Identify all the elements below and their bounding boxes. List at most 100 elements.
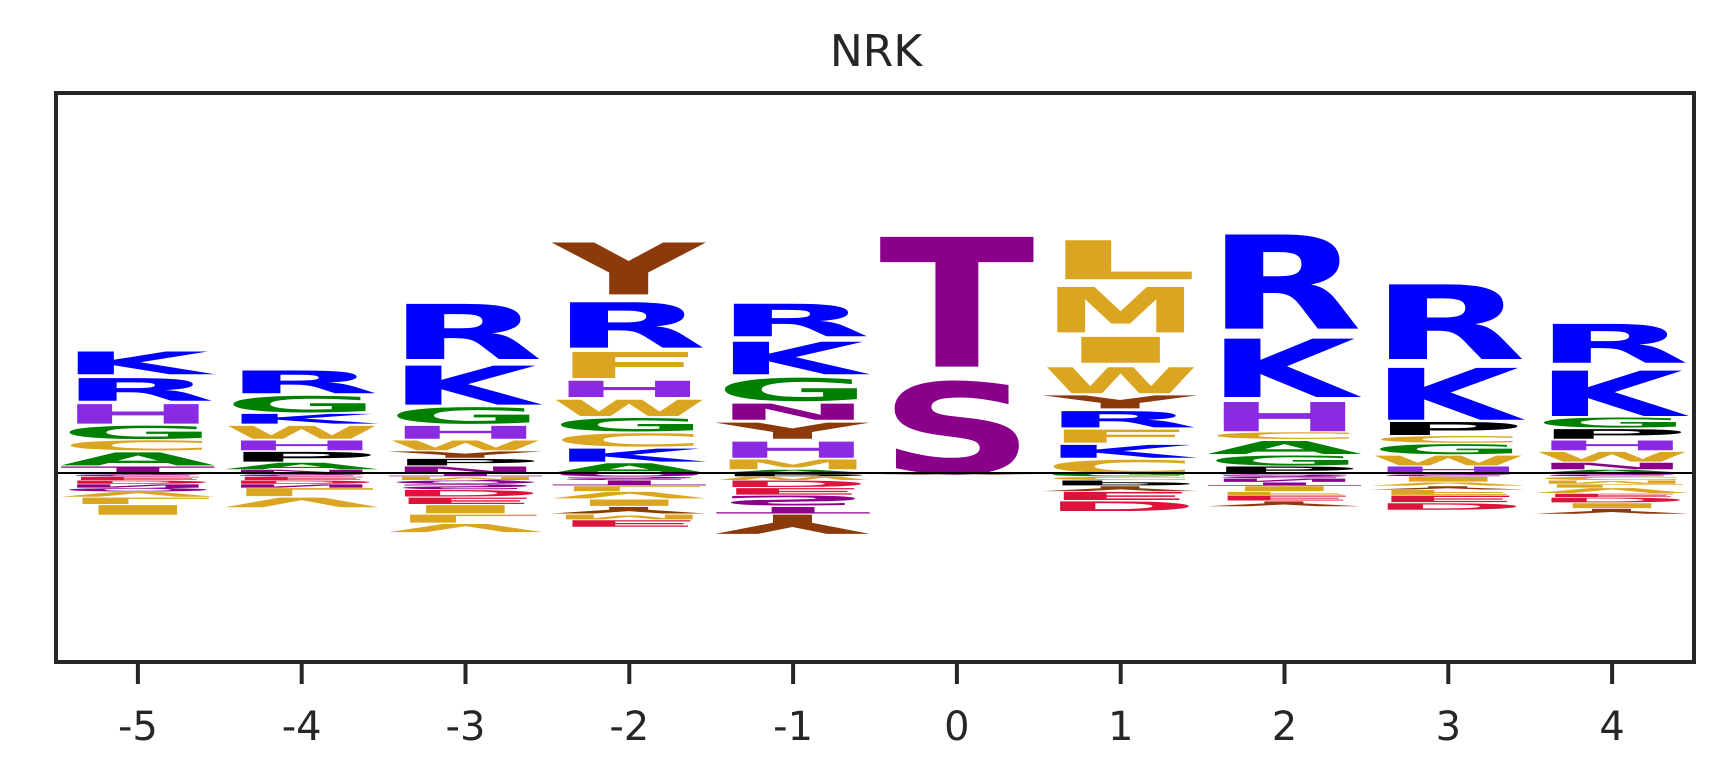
- glyph-pos-7-4: H: [1207, 394, 1363, 441]
- glyph-neg-4-0: P: [715, 472, 871, 477]
- glyph-pos-6-6: I: [1043, 330, 1199, 371]
- glyph-neg-2-3: S: [388, 483, 544, 491]
- glyph-neg-3-5: I: [551, 497, 707, 507]
- glyph-pos-4-5: G: [715, 372, 871, 408]
- glyph-pos-9-3: H: [1534, 438, 1690, 453]
- glyph-pos-6-8: L: [1043, 230, 1199, 292]
- glyph-neg-3-3: L: [551, 485, 707, 493]
- glyph-neg-8-5: E: [1370, 494, 1526, 504]
- glyph-pos-3-2: C: [551, 430, 707, 451]
- glyph-pos-4-2: H: [715, 437, 871, 463]
- glyph-neg-2-5: E: [388, 495, 544, 505]
- glyph-pos-8-2: G: [1370, 442, 1526, 458]
- glyph-pos-8-1: W: [1370, 453, 1526, 469]
- glyph-neg-0-7: I: [60, 502, 216, 517]
- glyph-pos-8-6: R: [1370, 264, 1526, 383]
- glyph-pos-7-5: K: [1207, 322, 1362, 416]
- x-tick-label: 2: [1272, 704, 1297, 750]
- glyph-pos-9-1: N: [1534, 461, 1690, 471]
- glyph-pos-3-4: W: [551, 395, 707, 421]
- glyph-pos-0-0: T: [60, 465, 216, 475]
- glyph-pos-3-8: Y: [551, 228, 706, 311]
- glyph-pos-2-6: K: [388, 355, 543, 417]
- x-tick-label: -3: [446, 704, 486, 750]
- logo-glyphs: TACGHRKSEDNQVLINAPHWKGRSEDNLVNPYWHGKRTMQ…: [60, 202, 1690, 539]
- glyph-neg-9-3: L: [1534, 483, 1690, 488]
- glyph-pos-1-4: W: [224, 422, 380, 443]
- x-tick-label: -5: [118, 704, 158, 750]
- glyph-pos-9-2: W: [1534, 449, 1690, 465]
- glyph-pos-2-5: G: [388, 403, 544, 429]
- glyph-neg-9-5: E: [1534, 493, 1690, 498]
- glyph-pos-4-7: R: [715, 295, 871, 347]
- glyph-pos-8-3: C: [1370, 434, 1526, 444]
- glyph-pos-7-1: G: [1207, 453, 1363, 469]
- glyph-pos-3-6: F: [551, 345, 707, 386]
- glyph-neg-2-8: V: [388, 521, 544, 534]
- glyph-neg-8-1: I: [1370, 475, 1526, 483]
- glyph-neg-1-5: V: [224, 494, 380, 509]
- glyph-pos-6-4: Y: [1042, 392, 1198, 413]
- glyph-pos-4-0: A: [715, 469, 871, 474]
- glyph-pos-1-0: N: [224, 469, 380, 474]
- glyph-pos-9-6: K: [1534, 358, 1689, 431]
- glyph-pos-2-3: W: [388, 438, 544, 454]
- plot-frame: [54, 91, 1696, 664]
- glyph-pos-0-2: C: [60, 438, 216, 453]
- glyph-pos-4-6: K: [715, 333, 871, 385]
- glyph-neg-4-2: D: [715, 478, 871, 488]
- glyph-neg-8-4: F: [1370, 488, 1526, 496]
- glyph-pos-6-2: F: [1043, 426, 1199, 447]
- glyph-neg-1-2: D: [224, 479, 380, 484]
- glyph-neg-6-1: C: [1043, 476, 1199, 481]
- glyph-neg-8-6: D: [1370, 501, 1526, 511]
- glyph-neg-8-2: V: [1370, 481, 1526, 486]
- glyph-pos-2-0: N: [388, 465, 544, 475]
- glyph-neg-6-3: Y: [1042, 485, 1197, 493]
- chart-title: NRK: [830, 26, 923, 77]
- x-tick-label: -2: [609, 704, 649, 750]
- x-axis-ticks: -5 -4 -3 -2 -1 0 1 2 3 4: [118, 662, 1625, 750]
- x-tick-label: -4: [282, 704, 322, 750]
- glyph-pos-0-6: K: [60, 345, 215, 381]
- glyph-neg-0-4: Q: [60, 487, 216, 492]
- glyph-pos-0-5: R: [60, 372, 216, 408]
- glyph-neg-6-0: G: [1043, 472, 1199, 477]
- x-tick-label: 4: [1599, 704, 1624, 750]
- glyph-neg-4-5: T: [715, 505, 871, 515]
- glyph-pos-4-1: M: [715, 457, 871, 473]
- glyph-neg-7-7: Y: [1206, 500, 1361, 508]
- glyph-neg-9-1: C: [1534, 476, 1690, 481]
- glyph-neg-1-3: N: [224, 483, 380, 488]
- glyph-pos-7-6: R: [1207, 209, 1363, 359]
- glyph-neg-1-4: L: [224, 485, 380, 498]
- glyph-pos-4-3: Y: [715, 418, 871, 444]
- glyph-neg-9-4: V: [1534, 487, 1690, 495]
- glyph-neg-9-6: D: [1534, 496, 1690, 504]
- glyph-pos-8-4: P: [1370, 418, 1526, 439]
- glyph-pos-9-5: G: [1534, 415, 1690, 431]
- glyph-pos-1-5: K: [224, 411, 379, 426]
- glyph-pos-2-2: Y: [387, 450, 542, 460]
- glyph-neg-6-4: E: [1043, 489, 1199, 502]
- glyph-neg-4-6: Y: [715, 508, 871, 539]
- glyph-neg-2-7: L: [388, 512, 544, 525]
- glyph-neg-9-8: Y: [1534, 507, 1689, 515]
- glyph-neg-4-1: W: [715, 476, 871, 481]
- glyph-pos-7-3: C: [1207, 431, 1363, 441]
- glyph-pos-2-4: H: [388, 422, 544, 443]
- glyph-pos-1-6: G: [224, 392, 380, 418]
- glyph-pos-9-7: R: [1534, 313, 1690, 375]
- glyph-neg-7-6: E: [1207, 494, 1363, 502]
- glyph-pos-6-3: R: [1043, 407, 1199, 433]
- glyph-pos-1-2: P: [224, 449, 380, 465]
- glyph-neg-1-0: S: [224, 472, 380, 477]
- glyph-pos-8-0: H: [1370, 465, 1526, 475]
- glyph-pos-2-7: R: [388, 289, 544, 377]
- glyph-neg-7-2: N: [1207, 478, 1363, 483]
- x-tick-label: 1: [1108, 704, 1133, 750]
- glyph-neg-3-1: S: [551, 476, 707, 481]
- glyph-neg-6-2: P: [1043, 479, 1199, 487]
- glyph-neg-3-7: M: [551, 513, 707, 521]
- glyph-neg-2-0: T: [388, 472, 544, 477]
